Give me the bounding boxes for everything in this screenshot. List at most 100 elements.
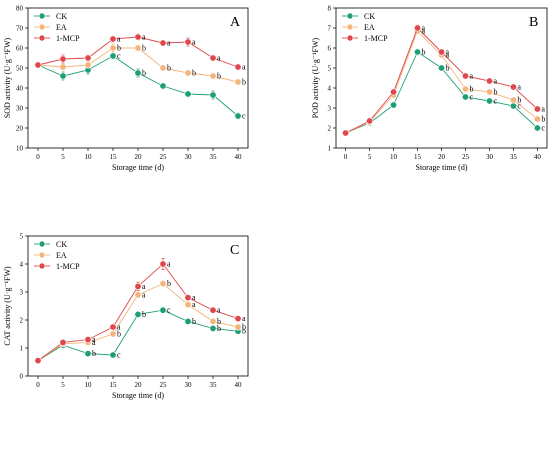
significance-label: b xyxy=(242,78,246,87)
y-tick-label: 7 xyxy=(328,25,332,33)
data-point xyxy=(533,124,541,132)
y-tick-label: 30 xyxy=(16,105,24,113)
data-point xyxy=(342,129,350,137)
y-tick-label: 3 xyxy=(328,105,332,113)
legend-marker xyxy=(38,240,46,248)
data-point xyxy=(509,102,517,110)
series-line-ea xyxy=(345,30,538,134)
x-tick-label: 30 xyxy=(185,381,193,389)
y-tick-label: 20 xyxy=(16,125,24,133)
significance-label: b xyxy=(142,69,146,78)
x-tick-label: 35 xyxy=(210,153,218,161)
y-tick-label: 2 xyxy=(20,317,24,325)
y-tick-label: 60 xyxy=(16,45,24,53)
significance-label: b xyxy=(117,330,121,339)
data-point xyxy=(134,69,142,77)
x-tick-label: 25 xyxy=(160,381,168,389)
data-point xyxy=(59,338,67,346)
data-point xyxy=(159,64,167,72)
series-line-ck xyxy=(345,51,538,134)
data-point xyxy=(461,93,469,101)
significance-label: b xyxy=(217,324,221,333)
data-point xyxy=(184,317,192,325)
x-tick-label: 20 xyxy=(135,153,143,161)
significance-label: b xyxy=(422,48,426,57)
x-tick-label: 5 xyxy=(368,153,372,161)
x-tick-label: 0 xyxy=(36,153,40,161)
legend-label: CK xyxy=(56,240,67,249)
significance-label: a xyxy=(142,290,146,299)
y-tick-label: 1 xyxy=(20,345,24,353)
x-axis-label: Storage time (d) xyxy=(416,163,468,172)
data-point xyxy=(184,38,192,46)
data-point xyxy=(109,35,117,43)
legend-marker xyxy=(38,23,46,31)
data-point xyxy=(414,48,422,56)
significance-label: b xyxy=(242,327,246,336)
y-tick-label: 5 xyxy=(20,233,24,241)
significance-label: b xyxy=(217,317,221,326)
significance-label: b xyxy=(469,85,473,94)
data-point xyxy=(414,24,422,32)
significance-label: c xyxy=(242,112,246,121)
significance-label: b xyxy=(92,349,96,358)
data-point xyxy=(159,306,167,314)
data-point xyxy=(84,336,92,344)
significance-label: a xyxy=(192,293,196,302)
data-point xyxy=(509,83,517,91)
data-point xyxy=(437,64,445,72)
significance-label: a xyxy=(167,260,171,269)
significance-label: a xyxy=(422,24,426,33)
x-tick-label: 25 xyxy=(462,153,470,161)
y-tick-label: 40 xyxy=(16,85,24,93)
panel-letter: A xyxy=(230,15,241,30)
x-tick-label: 10 xyxy=(85,381,93,389)
data-point xyxy=(159,260,167,268)
data-point xyxy=(84,61,92,69)
y-tick-label: 80 xyxy=(16,5,24,13)
data-point xyxy=(59,72,67,80)
legend: CK EA 1-MCP xyxy=(34,12,80,43)
data-point xyxy=(390,88,398,96)
significance-label: b xyxy=(541,115,545,124)
legend-marker xyxy=(346,12,354,20)
data-point xyxy=(84,54,92,62)
legend-marker xyxy=(38,34,46,42)
x-tick-label: 20 xyxy=(135,381,143,389)
significance-label: a xyxy=(167,39,171,48)
x-tick-label: 20 xyxy=(438,153,446,161)
legend-label: EA xyxy=(56,251,67,260)
data-point xyxy=(184,69,192,77)
data-point xyxy=(184,90,192,98)
x-tick-label: 10 xyxy=(85,153,93,161)
significance-label: c xyxy=(117,351,121,360)
legend-marker xyxy=(346,34,354,42)
y-tick-label: 70 xyxy=(16,25,24,33)
data-point xyxy=(485,77,493,85)
legend-marker xyxy=(346,23,354,31)
data-point xyxy=(134,33,142,41)
significance-label: c xyxy=(117,52,121,61)
data-point xyxy=(34,61,42,69)
legend-marker xyxy=(38,12,46,20)
significance-label: b xyxy=(493,88,497,97)
significance-label: c xyxy=(541,124,545,133)
data-point xyxy=(234,63,242,71)
data-point xyxy=(209,91,217,99)
y-tick-label: 10 xyxy=(16,145,24,153)
chart-panel-b: 0 5 10 15 20 25 30 35 40 1 2 3 4 5 6 7 8 Storage time (d)… xyxy=(311,5,548,172)
data-point xyxy=(134,44,142,52)
significance-label: a xyxy=(92,338,96,347)
data-point xyxy=(234,112,242,120)
x-tick-label: 40 xyxy=(235,153,243,161)
x-axis-label: Storage time (d) xyxy=(112,391,164,400)
significance-label: a xyxy=(422,27,426,36)
data-point xyxy=(366,117,374,125)
data-point xyxy=(34,357,42,365)
significance-label: a xyxy=(192,300,196,309)
x-tick-label: 15 xyxy=(414,153,422,161)
y-tick-label: 2 xyxy=(328,125,332,133)
significance-label: a xyxy=(446,51,450,60)
data-point xyxy=(184,294,192,302)
